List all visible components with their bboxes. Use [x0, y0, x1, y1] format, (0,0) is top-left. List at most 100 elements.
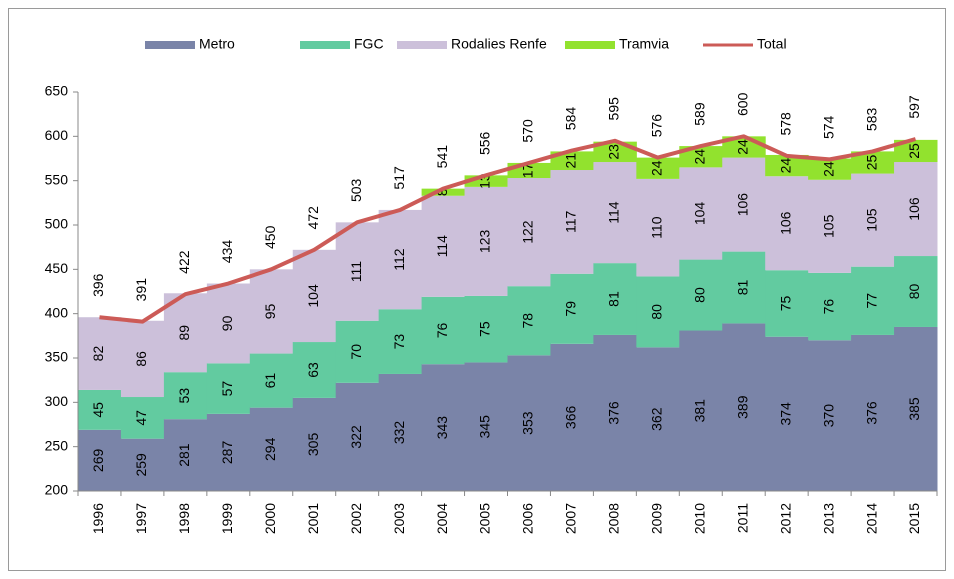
bar-segment [550, 343, 594, 491]
data-label: 77 [863, 293, 879, 309]
data-label: 95 [262, 303, 278, 319]
data-label: 70 [348, 344, 364, 360]
total-label: 589 [691, 102, 707, 126]
data-label: 86 [133, 351, 149, 367]
bar-segment [894, 326, 938, 491]
bar-segment [378, 373, 423, 491]
x-tick-label: 2008 [606, 503, 622, 534]
bar-segment [550, 273, 594, 344]
bar-segment [206, 283, 251, 364]
data-label: 111 [348, 261, 364, 282]
total-label: 450 [262, 225, 278, 249]
bar-segment [335, 382, 380, 491]
bar-segment [765, 270, 809, 337]
bar-segment [894, 256, 938, 327]
data-label: 105 [820, 214, 836, 238]
data-label: 381 [691, 399, 707, 423]
bar-segment [249, 407, 294, 491]
total-label: 583 [863, 108, 879, 132]
bar-segment [421, 296, 466, 365]
data-label: 73 [391, 334, 407, 350]
x-tick-label: 2010 [691, 503, 707, 534]
data-label: 376 [606, 401, 622, 425]
data-label: 106 [734, 193, 750, 217]
data-label: 112 [391, 248, 407, 271]
x-tick-label: 2007 [563, 503, 579, 534]
y-tick-label: 650 [45, 83, 69, 99]
data-label: 366 [563, 406, 579, 430]
legend-swatch [565, 41, 615, 49]
x-tick-label: 2012 [777, 503, 793, 534]
bar-segment [78, 389, 122, 430]
bar-segment [507, 178, 551, 287]
legend-label: Rodalies Renfe [451, 36, 547, 52]
data-label: 269 [90, 449, 106, 473]
x-tick-label: 1999 [219, 503, 235, 534]
x-tick-label: 2002 [348, 503, 364, 534]
bar-segment [765, 176, 809, 271]
bar-segment [808, 340, 852, 491]
x-tick-label: 2015 [906, 503, 922, 534]
data-label: 80 [691, 287, 707, 303]
bar-segment [249, 269, 294, 354]
bar-segment [636, 276, 680, 348]
total-label: 576 [649, 114, 665, 138]
total-line [99, 134, 917, 324]
data-label: 24 [734, 139, 750, 155]
data-label: 78 [520, 313, 536, 329]
data-label: 79 [563, 301, 579, 317]
total-label: 574 [820, 115, 836, 139]
data-label: 81 [734, 280, 750, 296]
bar-segment [163, 419, 208, 491]
legend-label: Total [757, 36, 787, 52]
data-label: 287 [219, 441, 235, 465]
bar-segment [78, 429, 122, 491]
legend-swatch [397, 41, 447, 49]
legend-label: Metro [199, 36, 235, 52]
y-tick-label: 300 [45, 393, 69, 409]
bar-segment [206, 413, 251, 491]
data-label: 45 [90, 402, 106, 418]
y-tick-label: 400 [45, 304, 69, 320]
data-label: 82 [90, 346, 106, 362]
data-label: 106 [906, 197, 922, 221]
data-label: 81 [606, 291, 622, 307]
data-label: 80 [649, 304, 665, 320]
data-label: 117 [563, 211, 579, 234]
bar-segment [421, 188, 466, 196]
data-label: 353 [520, 411, 536, 435]
bar-segment [679, 146, 723, 168]
y-tick-label: 250 [45, 437, 69, 453]
y-tick-label: 450 [45, 260, 69, 276]
data-label: 345 [477, 415, 493, 439]
bar-segment [464, 362, 508, 491]
x-tick-label: 2014 [863, 503, 879, 534]
bar-segment [679, 259, 723, 331]
bar-segment [507, 355, 551, 491]
bar-segment [249, 353, 294, 408]
data-label: 80 [906, 284, 922, 300]
total-label: 517 [391, 166, 407, 190]
data-label: 122 [520, 220, 536, 244]
bar-segment [851, 151, 895, 174]
total-label: 595 [606, 97, 622, 121]
data-label: 362 [649, 407, 665, 431]
x-tick-label: 2013 [820, 503, 836, 534]
bar-segment [163, 372, 208, 420]
legend-label: Tramvia [619, 36, 669, 52]
total-label: 391 [133, 278, 149, 302]
bar-segment [679, 167, 723, 260]
total-label: 472 [305, 206, 321, 230]
data-label: 332 [391, 421, 407, 445]
bar-segment [292, 342, 337, 398]
bar-segment [808, 179, 852, 273]
legend-swatch [145, 41, 195, 49]
bar-segment [120, 397, 165, 439]
bar-segment [636, 347, 680, 491]
total-label: 584 [563, 107, 579, 131]
bar-segment [593, 162, 637, 264]
data-label: 374 [777, 402, 793, 426]
y-tick-label: 350 [45, 349, 69, 365]
data-label: 376 [863, 401, 879, 425]
